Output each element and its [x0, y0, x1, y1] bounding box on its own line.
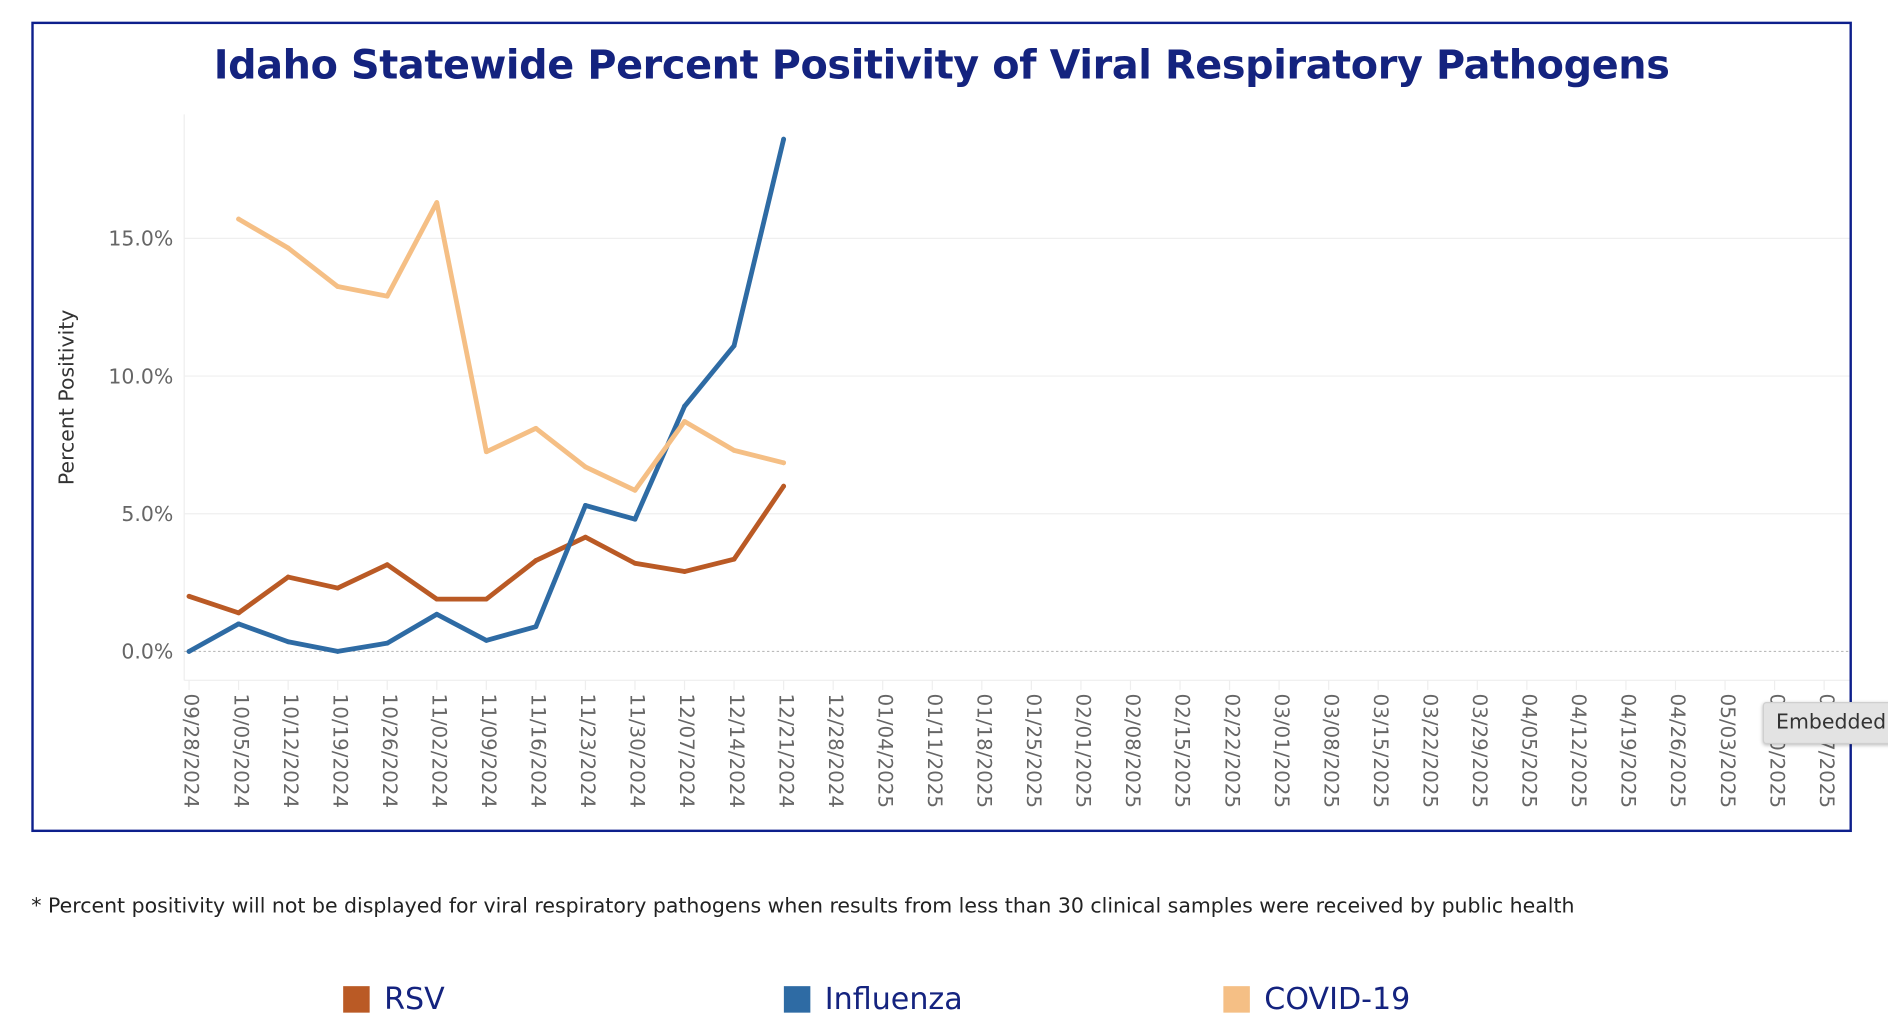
x-tick-label: 04/12/2025: [1567, 694, 1590, 808]
data-point: [483, 596, 489, 602]
influenza-swatch: [783, 985, 811, 1013]
data-point: [434, 200, 440, 205]
data-point: [434, 611, 440, 617]
y-tick-label: 0.0%: [121, 640, 173, 664]
y-axis-label: Percent Positivity: [54, 310, 78, 486]
legend-item-covid[interactable]: COVID-19: [1223, 981, 1410, 1016]
data-point: [236, 610, 242, 616]
embedded-tooltip: Embedded: [1762, 701, 1888, 745]
x-tick-label: 11/30/2024: [626, 694, 649, 808]
x-tick-label: 03/08/2025: [1319, 694, 1342, 808]
x-tick-label: 03/15/2025: [1369, 694, 1392, 808]
data-point: [533, 558, 539, 563]
data-point: [583, 464, 588, 470]
x-tick-label: 09/28/2024: [180, 694, 203, 808]
data-point: [236, 216, 242, 222]
data-point: [583, 534, 588, 540]
legend-label: COVID-19: [1264, 981, 1411, 1017]
x-tick-label: 10/19/2024: [328, 694, 351, 808]
x-tick-label: 11/09/2024: [477, 694, 500, 808]
data-point: [186, 593, 192, 599]
data-point: [384, 562, 390, 568]
x-tick-label: 05/03/2025: [1716, 694, 1739, 808]
x-tick-label: 10/26/2024: [378, 694, 401, 808]
data-point: [682, 419, 687, 424]
rsv-swatch: [343, 985, 370, 1013]
data-point: [632, 516, 638, 522]
data-point: [533, 425, 539, 431]
x-tick-label: 01/04/2025: [873, 694, 896, 808]
data-point: [483, 449, 489, 455]
chart-frame: [31, 21, 1852, 833]
x-tick-label: 10/05/2024: [229, 694, 252, 808]
x-tick-label: 02/08/2025: [1121, 694, 1144, 808]
legend-label: RSV: [384, 981, 445, 1017]
data-point: [781, 483, 787, 489]
x-tick-label: 11/16/2024: [527, 694, 550, 808]
legend-label: Influenza: [824, 981, 963, 1017]
y-tick-label: 10.0%: [108, 364, 173, 388]
x-tick-label: 04/26/2025: [1666, 694, 1689, 808]
x-tick-label: 02/15/2025: [1171, 694, 1194, 808]
series-line-covid-19: [236, 200, 787, 493]
data-point: [335, 649, 341, 654]
chart-title: Idaho Statewide Percent Positivity of Vi…: [213, 40, 1670, 88]
series-line-influenza: [186, 136, 787, 654]
x-tick-label: 12/21/2024: [774, 694, 797, 808]
data-point: [583, 503, 588, 508]
x-tick-label: 02/22/2025: [1220, 694, 1243, 808]
data-point: [285, 245, 291, 251]
y-tick-label: 5.0%: [121, 502, 173, 526]
x-tick-label: 03/29/2025: [1468, 694, 1491, 808]
data-point: [335, 585, 341, 591]
data-point: [731, 447, 737, 453]
x-tick-label: 01/11/2025: [923, 694, 946, 808]
y-tick-label: 15.0%: [108, 227, 173, 251]
covid-swatch: [1223, 985, 1250, 1013]
data-point: [384, 293, 390, 299]
data-point: [434, 596, 440, 602]
data-point: [533, 624, 539, 630]
data-point: [335, 284, 341, 289]
data-point: [285, 639, 291, 645]
data-point: [384, 640, 390, 646]
data-point: [285, 574, 291, 580]
legend-item-rsv[interactable]: RSV: [343, 981, 445, 1016]
series-line-rsv: [186, 483, 787, 616]
legend-item-influenza[interactable]: Influenza: [783, 981, 963, 1017]
x-tick-label: 04/19/2025: [1617, 694, 1640, 808]
x-tick-label: 03/01/2025: [1270, 694, 1293, 808]
line-chart[interactable]: 0.0% 5.0% 10.0% 15.0% 09/28/2024 10/05/2024 10…: [0, 0, 1888, 843]
data-point: [731, 556, 737, 562]
x-tick-label: 11/23/2024: [576, 694, 599, 808]
x-tick-label: 04/05/2025: [1518, 694, 1541, 808]
data-point: [483, 637, 489, 643]
x-tick-label: 01/25/2025: [1022, 694, 1045, 808]
data-point: [186, 649, 192, 654]
data-point: [682, 569, 687, 574]
x-tick-label: 12/07/2024: [675, 694, 698, 808]
data-point: [236, 621, 242, 627]
x-tick-label: 01/18/2025: [973, 694, 996, 808]
x-tick-label: 12/14/2024: [725, 694, 748, 808]
data-point: [781, 460, 787, 466]
x-tick-label: 12/28/2024: [824, 694, 847, 808]
x-tick-label: 02/01/2025: [1072, 694, 1095, 808]
data-point: [682, 403, 687, 409]
x-tick-label: 03/22/2025: [1418, 694, 1441, 808]
data-point: [632, 560, 638, 566]
x-tick-label: 11/02/2024: [427, 694, 450, 808]
data-point: [781, 136, 787, 142]
footnote: * Percent positivity will not be display…: [31, 894, 1575, 919]
x-tick-label: 10/12/2024: [279, 694, 302, 808]
data-point: [731, 343, 737, 349]
data-point: [632, 487, 638, 493]
